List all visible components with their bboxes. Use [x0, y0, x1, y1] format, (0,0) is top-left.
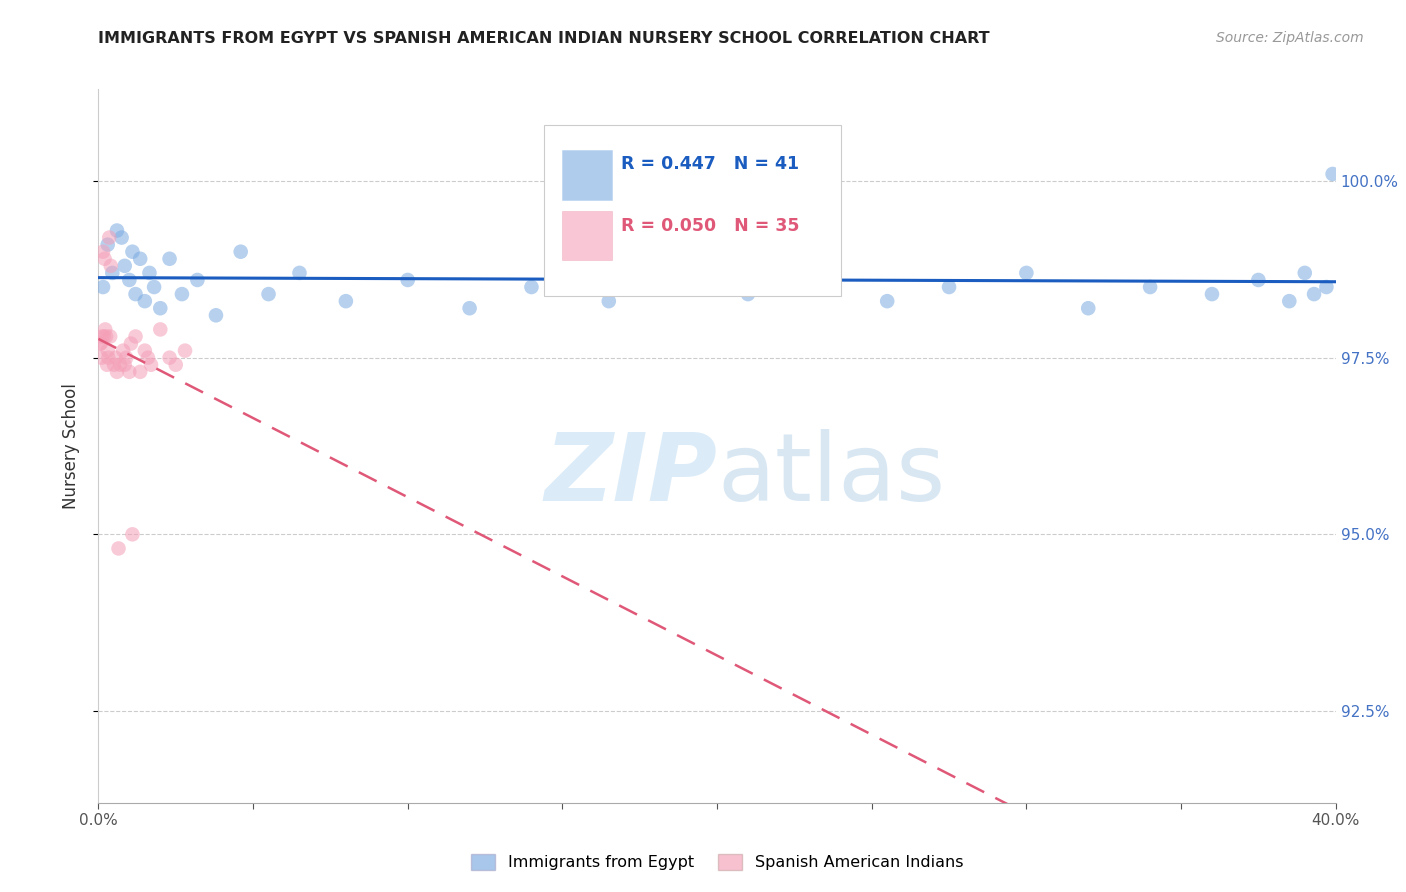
Point: [1201, 287, 1223, 301]
Point: [100, 259, 122, 273]
Point: [94, 322, 117, 336]
Point: [1315, 280, 1337, 294]
Point: [257, 287, 280, 301]
Text: R = 0.050   N = 35: R = 0.050 N = 35: [620, 218, 799, 235]
Point: [121, 244, 143, 259]
Point: [520, 280, 543, 294]
Point: [90, 336, 112, 351]
Point: [90, 351, 112, 365]
Point: [1294, 266, 1316, 280]
Point: [159, 252, 181, 266]
FancyBboxPatch shape: [562, 150, 612, 200]
Point: [98, 230, 121, 244]
Point: [598, 294, 620, 309]
Point: [96, 358, 118, 372]
Point: [458, 301, 481, 316]
Point: [120, 336, 142, 351]
Point: [112, 343, 135, 358]
Point: [93, 329, 115, 343]
Text: IMMIGRANTS FROM EGYPT VS SPANISH AMERICAN INDIAN NURSERY SCHOOL CORRELATION CHAR: IMMIGRANTS FROM EGYPT VS SPANISH AMERICA…: [98, 31, 990, 46]
Legend: Immigrants from Egypt, Spanish American Indians: Immigrants from Egypt, Spanish American …: [464, 847, 970, 877]
Point: [124, 287, 146, 301]
Point: [124, 329, 146, 343]
Point: [103, 358, 125, 372]
Point: [396, 273, 419, 287]
FancyBboxPatch shape: [562, 211, 612, 260]
Point: [121, 527, 143, 541]
Point: [149, 301, 172, 316]
Point: [129, 365, 152, 379]
Point: [104, 351, 127, 365]
Point: [1247, 273, 1270, 287]
Point: [186, 273, 208, 287]
FancyBboxPatch shape: [544, 125, 841, 296]
Point: [205, 308, 228, 322]
Point: [143, 280, 166, 294]
Text: R = 0.447   N = 41: R = 0.447 N = 41: [620, 155, 799, 173]
Point: [737, 287, 759, 301]
Point: [938, 280, 960, 294]
Point: [675, 273, 697, 287]
Point: [91, 329, 114, 343]
Point: [107, 541, 129, 556]
Point: [91, 280, 114, 294]
Text: atlas: atlas: [717, 428, 945, 521]
Point: [97, 343, 120, 358]
Point: [1139, 280, 1161, 294]
Point: [91, 244, 114, 259]
Point: [115, 351, 138, 365]
Text: Source: ZipAtlas.com: Source: ZipAtlas.com: [1216, 31, 1364, 45]
Point: [335, 294, 357, 309]
Point: [89, 336, 111, 351]
Point: [170, 287, 193, 301]
Point: [138, 266, 160, 280]
Y-axis label: Nursery School: Nursery School: [62, 383, 80, 509]
Point: [174, 343, 197, 358]
Point: [1278, 294, 1301, 309]
Point: [118, 273, 141, 287]
Point: [118, 365, 141, 379]
Point: [114, 358, 136, 372]
Point: [114, 259, 136, 273]
Point: [111, 230, 134, 244]
Point: [105, 223, 128, 237]
Point: [876, 294, 898, 309]
Point: [159, 351, 181, 365]
Point: [96, 329, 118, 343]
Point: [1322, 167, 1344, 181]
Point: [799, 266, 821, 280]
Point: [1077, 301, 1099, 316]
Point: [129, 252, 152, 266]
Point: [134, 294, 156, 309]
Point: [134, 343, 156, 358]
Point: [108, 358, 131, 372]
Point: [165, 358, 187, 372]
Point: [139, 358, 162, 372]
Point: [98, 329, 121, 343]
Point: [97, 351, 120, 365]
Point: [288, 266, 311, 280]
Point: [149, 322, 172, 336]
Point: [229, 244, 252, 259]
Point: [136, 351, 159, 365]
Point: [97, 237, 120, 252]
Text: ZIP: ZIP: [544, 428, 717, 521]
Point: [93, 252, 115, 266]
Point: [101, 266, 124, 280]
Point: [1015, 266, 1038, 280]
Point: [1303, 287, 1326, 301]
Point: [105, 365, 128, 379]
